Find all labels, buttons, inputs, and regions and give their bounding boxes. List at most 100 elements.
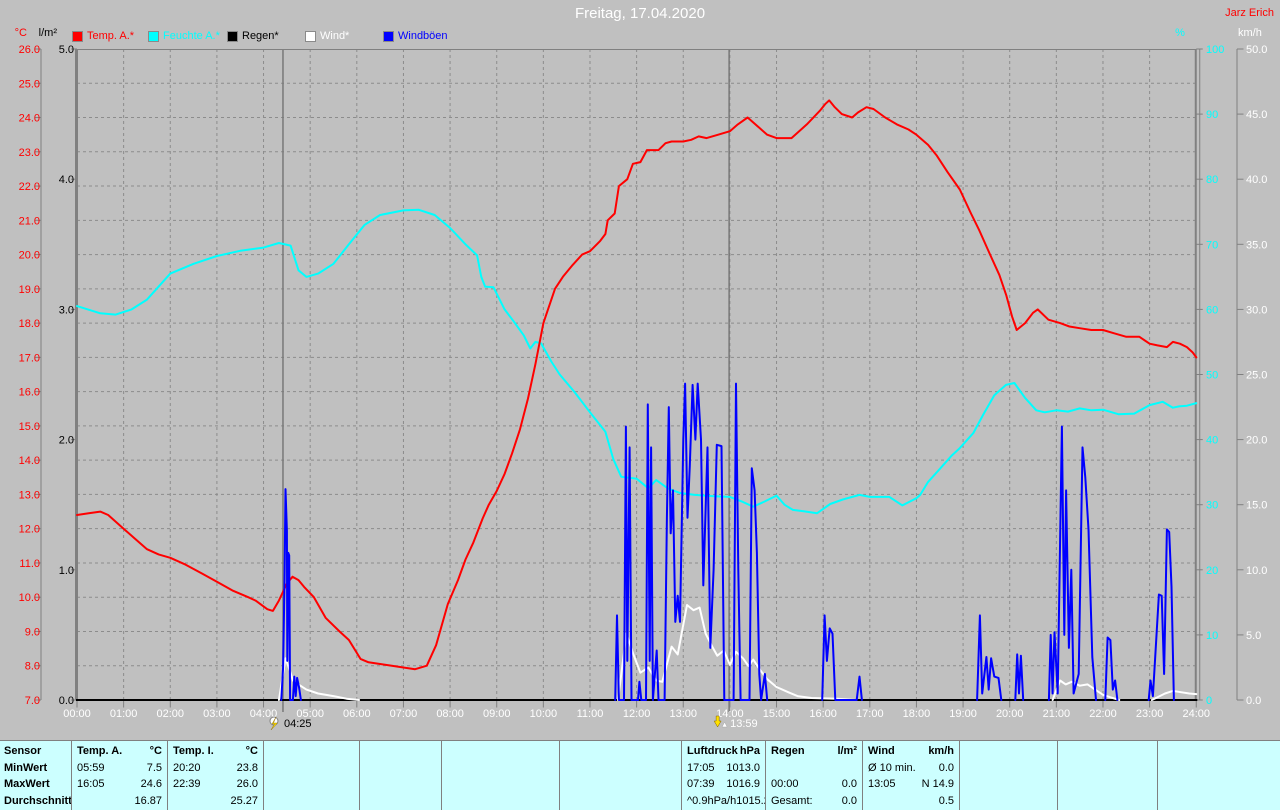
wind-axis: 50.0 45.0 40.0 35.0 30.0 25.0 20.0 15.0 10.0 5.0 0… [1236, 44, 1267, 707]
rain-tick-label: 5.0 [59, 44, 74, 56]
stats-cell-value: 23.8 [236, 761, 258, 774]
wind-curve [1150, 689, 1198, 701]
rain-axis: 5.0 4.0 3.0 2.0 1.0 0.0 [59, 44, 77, 707]
stats-cell-time: 22:39 [173, 778, 201, 790]
sensor-name: Wind [868, 745, 895, 757]
stats-cell: 05:59 7.5 [72, 760, 167, 777]
gust-curve [1014, 653, 1025, 701]
humidity-tick-label: 30 [1206, 500, 1218, 512]
gust-curve [614, 382, 769, 701]
stats-cell [560, 793, 681, 810]
temp-tick-label: 16.0 [19, 387, 40, 399]
stats-column-empty [1158, 741, 1280, 810]
temp-tick-label: 20.0 [19, 250, 40, 262]
x-tick-label: 07:00 [390, 708, 418, 720]
temp-tick-label: 11.0 [19, 558, 40, 570]
legend-item: Feuchte A.* [148, 30, 227, 42]
x-tick-label: 17:00 [856, 708, 884, 720]
temp-tick-label: 14.0 [19, 455, 40, 467]
wind-axis-unit: km/h [1238, 27, 1262, 39]
stats-column-header [1158, 743, 1280, 760]
x-tick-label: 20:00 [996, 708, 1024, 720]
stats-column-header [1058, 743, 1157, 760]
x-tick-label: 03:00 [203, 708, 231, 720]
stats-cell [360, 793, 441, 810]
legend-item-label: Temp. A.* [87, 30, 135, 42]
temp-tick-label: 25.0 [19, 78, 40, 90]
stats-cell-value: 0.0 [841, 794, 857, 807]
stats-cell-value: N 14.9 [921, 778, 954, 790]
humidity-tick-label: 100 [1206, 44, 1224, 56]
chart-legend: Temp. A.* Feuchte A.* Regen* Wind* Windböen [72, 30, 448, 42]
rain-tick-label: 0.0 [59, 695, 74, 707]
stats-table: Sensor MinWert MaxWert Durchschnitt Temp. A.… [0, 740, 1280, 810]
temp-tick-label: 9.0 [25, 626, 40, 638]
wind-tick-label: 5.0 [1246, 630, 1261, 642]
legend-swatch-icon [305, 30, 316, 42]
rain-tick-label: 3.0 [59, 304, 74, 316]
temp-tick-label: 10.0 [19, 592, 40, 604]
rain-tick-label: 1.0 [59, 565, 74, 577]
legend-item-label: Regen* [242, 30, 279, 42]
x-tick-label: 22:00 [1089, 708, 1117, 720]
temp-tick-label: 23.0 [19, 147, 40, 159]
stats-cell: 17:05 1013.0 [682, 760, 765, 777]
stats-cell-time: 07:39 [687, 778, 715, 790]
x-tick-label: 18:00 [903, 708, 931, 720]
x-axis: 00:00 01:00 02:00 03:00 04:00 05:00 06:00 07:00… [63, 701, 1210, 720]
stats-cell-time: Gesamt: [771, 794, 813, 807]
stats-cell-value: 0.0 [938, 761, 954, 774]
rain-tick-label: 2.0 [59, 435, 74, 447]
stats-column-header: Luftdruck hPa [682, 743, 765, 760]
wind-tick-label: 25.0 [1246, 370, 1267, 382]
temp-tick-label: 7.0 [25, 695, 40, 707]
temp-tick-label: 8.0 [25, 661, 40, 673]
temp-tick-label: 19.0 [19, 284, 40, 296]
stats-cell: 16:05 24.6 [72, 776, 167, 793]
stats-cell-time: ^0.9hPa/h [687, 794, 737, 807]
x-tick-label: 19:00 [949, 708, 977, 720]
stats-cell-time: 05:59 [77, 761, 105, 774]
x-tick-label: 00:00 [63, 708, 91, 720]
legend-item: Regen* [227, 30, 305, 42]
x-tick-label: 11:00 [577, 708, 604, 720]
stats-cell [1058, 760, 1157, 777]
legend-swatch-icon [227, 30, 238, 42]
gust-curve [280, 488, 302, 701]
marker-time-label: 13:59 [730, 718, 758, 730]
stats-cell: 07:39 1016.9 [682, 776, 765, 793]
stats-column-empty [560, 741, 682, 810]
gust-curve [821, 614, 863, 701]
wind-tick-label: 15.0 [1246, 500, 1267, 512]
stats-cell-value: 1013.0 [726, 761, 760, 774]
stats-cell [1058, 776, 1157, 793]
temp-tick-label: 18.0 [19, 318, 40, 330]
humidity-tick-label: 90 [1206, 109, 1218, 121]
humidity-tick-label: 70 [1206, 239, 1218, 251]
stats-column-header: Temp. I. °C [168, 743, 263, 760]
x-tick-label: 13:00 [669, 708, 697, 720]
stats-cell: 20:20 23.8 [168, 760, 263, 777]
stats-row-label: Durchschnitt [4, 794, 71, 807]
legend-swatch-icon [383, 30, 394, 42]
sensor-name: Luftdruck [687, 745, 738, 757]
legend-item-label: Wind* [320, 30, 350, 42]
wind-tick-label: 30.0 [1246, 304, 1267, 316]
stats-cell: Gesamt: 0.0 [766, 793, 862, 810]
x-tick-label: 08:00 [436, 708, 464, 720]
wind-tick-label: 0.0 [1246, 695, 1261, 707]
wind-tick-label: 50.0 [1246, 44, 1267, 56]
stats-column-empty [360, 741, 442, 810]
stats-cell-time: 20:20 [173, 761, 201, 774]
stats-cell-value: 1015.2 [736, 794, 765, 807]
x-tick-label: 24:00 [1182, 708, 1210, 720]
stats-cell [766, 760, 862, 777]
stats-column-empty [1058, 741, 1158, 810]
sensor-unit: °C [149, 745, 162, 757]
time-marker-lines [282, 49, 730, 712]
stats-cell [360, 760, 441, 777]
x-tick-label: 12:00 [623, 708, 651, 720]
humidity-tick-label: 50 [1206, 370, 1218, 382]
